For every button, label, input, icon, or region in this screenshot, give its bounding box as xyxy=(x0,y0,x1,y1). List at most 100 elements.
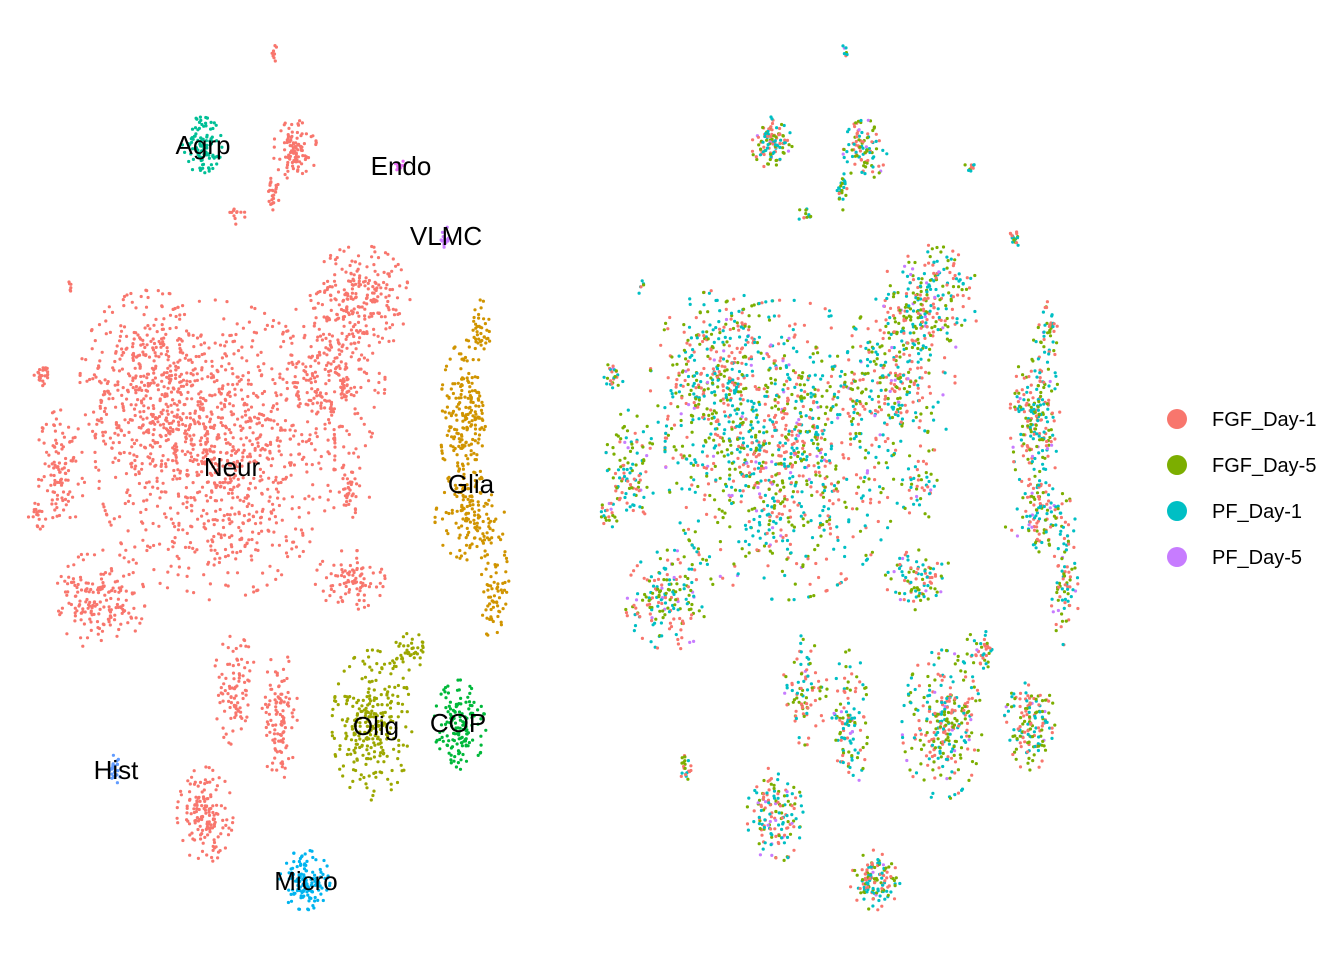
scatter-point xyxy=(167,354,171,359)
scatter-point xyxy=(230,413,234,417)
scatter-point xyxy=(742,307,746,311)
scatter-point xyxy=(334,699,338,704)
scatter-point xyxy=(300,171,305,176)
scatter-point xyxy=(181,412,185,416)
scatter-point xyxy=(313,895,317,900)
scatter-point xyxy=(61,431,65,435)
scatter-point xyxy=(327,373,331,377)
scatter-point xyxy=(303,497,307,501)
scatter-point xyxy=(242,448,246,452)
scatter-point xyxy=(241,476,245,480)
scatter-point xyxy=(160,327,164,331)
scatter-point xyxy=(444,696,448,700)
scatter-point xyxy=(298,856,302,861)
scatter-point xyxy=(807,464,811,468)
scatter-point xyxy=(40,478,44,482)
scatter-point xyxy=(238,549,243,554)
scatter-point xyxy=(815,490,819,494)
scatter-point xyxy=(353,407,357,411)
scatter-point xyxy=(322,315,326,319)
scatter-point xyxy=(236,417,240,421)
scatter-point xyxy=(775,515,779,519)
scatter-point xyxy=(803,390,807,394)
scatter-point xyxy=(767,512,771,516)
scatter-point xyxy=(347,451,351,455)
scatter-point xyxy=(739,431,743,435)
scatter-point xyxy=(289,135,293,139)
scatter-point xyxy=(664,465,668,469)
scatter-point xyxy=(172,444,177,448)
scatter-point xyxy=(117,627,121,632)
scatter-point xyxy=(197,473,201,477)
scatter-point xyxy=(468,684,472,688)
scatter-point xyxy=(447,411,451,415)
scatter-point xyxy=(488,527,492,531)
scatter-point xyxy=(361,331,365,335)
scatter-point xyxy=(168,326,172,331)
scatter-point xyxy=(313,390,317,394)
scatter-point xyxy=(225,818,229,822)
scatter-point xyxy=(264,710,268,715)
scatter-point xyxy=(811,352,815,356)
scatter-point xyxy=(226,646,230,650)
scatter-point xyxy=(336,341,341,345)
scatter-point xyxy=(315,435,319,439)
scatter-point xyxy=(368,697,372,701)
scatter-point xyxy=(790,463,795,467)
scatter-point xyxy=(165,349,170,353)
scatter-point xyxy=(758,492,762,496)
scatter-point xyxy=(126,488,130,492)
scatter-point xyxy=(47,453,51,457)
scatter-point xyxy=(701,463,705,467)
scatter-point xyxy=(153,366,158,370)
scatter-point xyxy=(341,764,345,768)
scatter-point xyxy=(327,332,331,336)
scatter-point xyxy=(379,745,383,749)
scatter-point xyxy=(76,582,80,587)
scatter-point xyxy=(850,381,854,385)
scatter-point xyxy=(468,411,472,415)
scatter-point xyxy=(304,132,308,136)
scatter-point xyxy=(844,577,849,581)
scatter-point xyxy=(808,452,812,457)
scatter-point xyxy=(141,538,145,542)
scatter-point xyxy=(840,369,844,374)
scatter-point xyxy=(159,464,163,468)
scatter-point xyxy=(333,695,337,700)
scatter-point xyxy=(204,425,208,430)
scatter-point xyxy=(67,575,71,579)
scatter-point xyxy=(353,510,357,515)
scatter-point xyxy=(185,818,189,822)
scatter-point xyxy=(367,655,371,659)
scatter-point xyxy=(246,394,250,399)
scatter-point xyxy=(152,568,156,572)
scatter-point xyxy=(874,350,878,354)
scatter-point xyxy=(147,480,151,484)
scatter-point xyxy=(118,334,122,338)
scatter-point xyxy=(773,504,777,508)
scatter-point xyxy=(188,782,192,786)
scatter-point xyxy=(41,524,45,529)
scatter-point xyxy=(357,340,361,344)
scatter-point xyxy=(235,459,239,463)
scatter-point xyxy=(138,353,142,357)
scatter-point xyxy=(267,712,271,716)
scatter-point xyxy=(355,602,359,607)
scatter-point xyxy=(351,277,355,281)
scatter-point xyxy=(191,368,195,372)
scatter-point xyxy=(148,421,152,425)
scatter-point xyxy=(799,394,803,398)
scatter-point xyxy=(247,320,251,324)
scatter-point xyxy=(55,493,60,497)
scatter-point xyxy=(174,364,178,368)
scatter-point xyxy=(220,356,224,360)
scatter-point xyxy=(112,517,116,521)
scatter-point xyxy=(201,451,205,455)
scatter-point xyxy=(811,360,816,364)
scatter-point xyxy=(696,547,701,551)
scatter-point xyxy=(225,458,230,463)
scatter-point xyxy=(379,292,383,296)
scatter-point xyxy=(454,765,458,769)
scatter-point xyxy=(791,475,795,479)
scatter-point xyxy=(140,617,144,621)
